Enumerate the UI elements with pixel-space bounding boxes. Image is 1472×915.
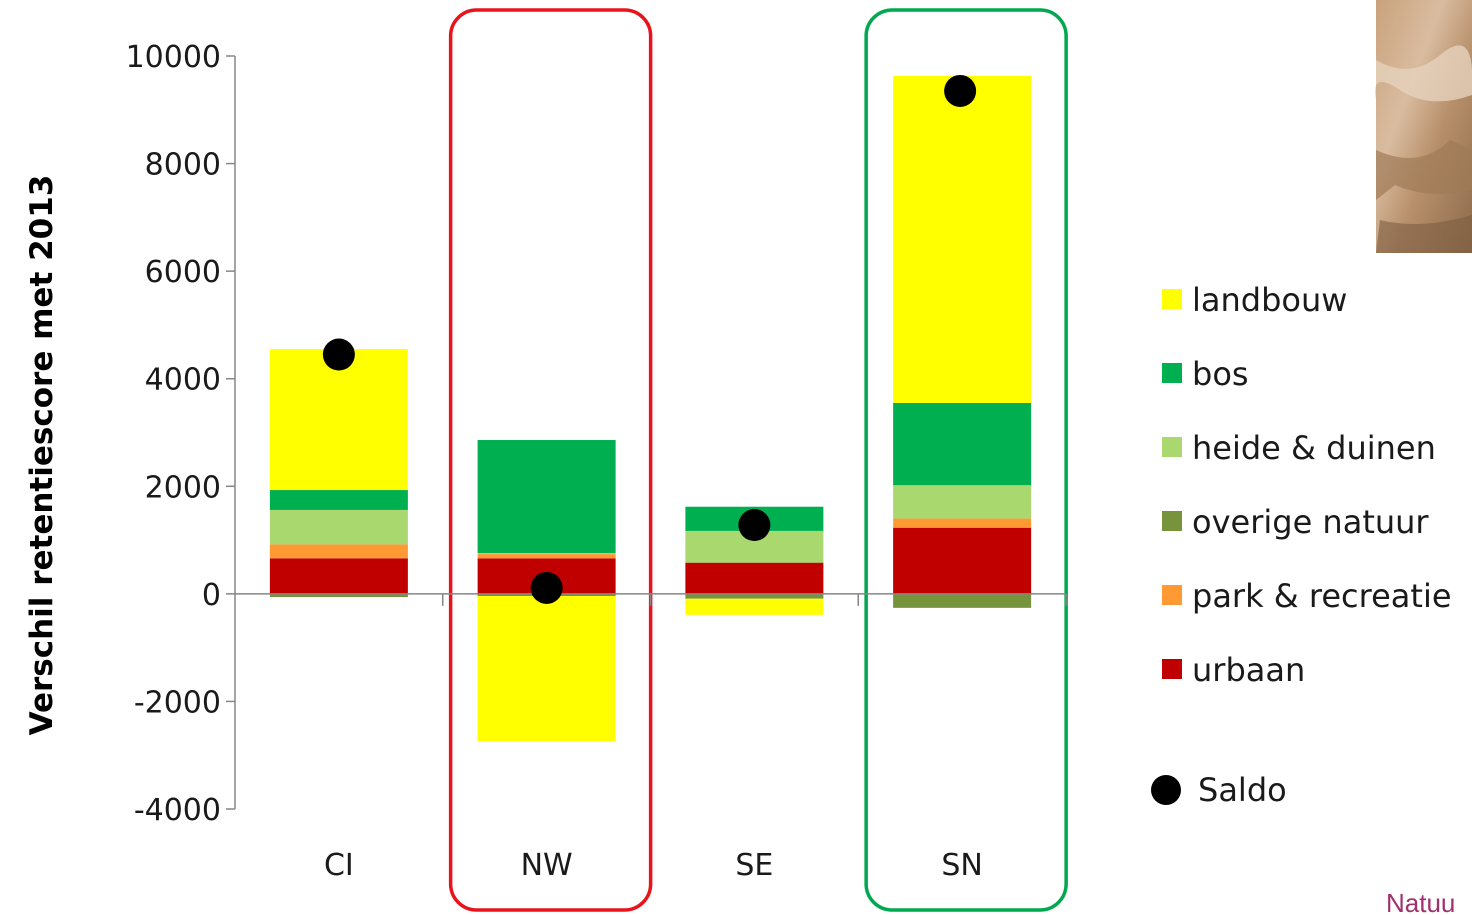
x-category-label: SE — [735, 848, 773, 883]
highlight-boxes — [448, 8, 1068, 912]
bar-segment-sn-landbouw — [893, 75, 1032, 403]
y-tick-label: 0 — [202, 578, 221, 613]
y-tick-label: 2000 — [145, 470, 221, 505]
bar-segment-sn-bos — [893, 402, 1032, 486]
legend-swatch — [1162, 289, 1182, 309]
y-axis: 10000 8000 6000 4000 2000 0 -2000 -4000 — [126, 40, 236, 828]
y-axis-label: Verschil retentiescore met 2013 — [24, 175, 60, 736]
saldo-point-sn — [944, 74, 977, 107]
bar-segment-ci-bos — [269, 490, 408, 510]
bar-segment-nw-park-recreatie — [477, 554, 616, 559]
x-category-label: NW — [521, 848, 573, 883]
bar-segment-ci-park-recreatie — [269, 544, 408, 559]
saldo-point-ci — [322, 338, 355, 371]
y-tick-label: -4000 — [134, 793, 221, 828]
legend-swatch — [1162, 585, 1182, 605]
x-category-label: SN — [941, 848, 982, 883]
bar-segment-ci-overige-natuur — [269, 593, 408, 598]
bar-segment-nw-landbouw — [477, 596, 616, 742]
bar-segment-ci-urbaan — [269, 558, 408, 594]
legend-label: park & recreatie — [1192, 577, 1452, 615]
saldo-point-se — [738, 509, 771, 542]
y-tick-label: 4000 — [145, 363, 221, 398]
bar-segment-se-overige-natuur — [685, 593, 824, 599]
legend-swatch — [1162, 659, 1182, 679]
legend-swatch — [1162, 511, 1182, 531]
bar-segment-sn-urbaan — [893, 527, 1032, 594]
legend-label: heide & duinen — [1192, 429, 1436, 467]
legend-label: urbaan — [1192, 651, 1305, 689]
bar-segment-ci-landbouw — [269, 349, 408, 491]
legend-saldo-marker — [1151, 775, 1181, 805]
bar-segment-ci-heide-duinen — [269, 509, 408, 545]
photo-thumbnail — [1375, 0, 1472, 253]
y-tick-label: 8000 — [145, 148, 221, 183]
bar-segment-sn-overige-natuur — [893, 593, 1032, 608]
legend-label: landbouw — [1192, 281, 1347, 319]
legend-swatch — [1162, 437, 1182, 457]
bar-segment-nw-heide-duinen — [477, 552, 616, 555]
x-category-label: CI — [324, 848, 354, 883]
legend-label: overige natuur — [1192, 503, 1429, 541]
bar-segment-se-landbouw — [685, 598, 824, 615]
bar-segment-sn-heide-duinen — [893, 485, 1032, 519]
bar-segment-nw-bos — [477, 440, 616, 553]
bar-segment-se-urbaan — [685, 562, 824, 594]
x-axis: CI NW SE SN — [235, 593, 1067, 883]
bar-segment-sn-park-recreatie — [893, 518, 1032, 528]
highlight-box-nw — [448, 8, 653, 912]
y-tick-label: 6000 — [145, 255, 221, 290]
legend-label: Saldo — [1198, 771, 1287, 809]
saldo-markers — [322, 74, 977, 604]
highlight-box-sn — [864, 8, 1068, 912]
legend-label: bos — [1192, 355, 1249, 393]
y-tick-label: -2000 — [134, 685, 221, 720]
y-tick-label: 10000 — [126, 40, 221, 75]
footer-text: Natuu — [1386, 888, 1455, 915]
legend-swatch — [1162, 363, 1182, 383]
legend: landbouw bos heide & duinen overige natuur p… — [1151, 281, 1452, 809]
saldo-point-nw — [530, 571, 563, 604]
